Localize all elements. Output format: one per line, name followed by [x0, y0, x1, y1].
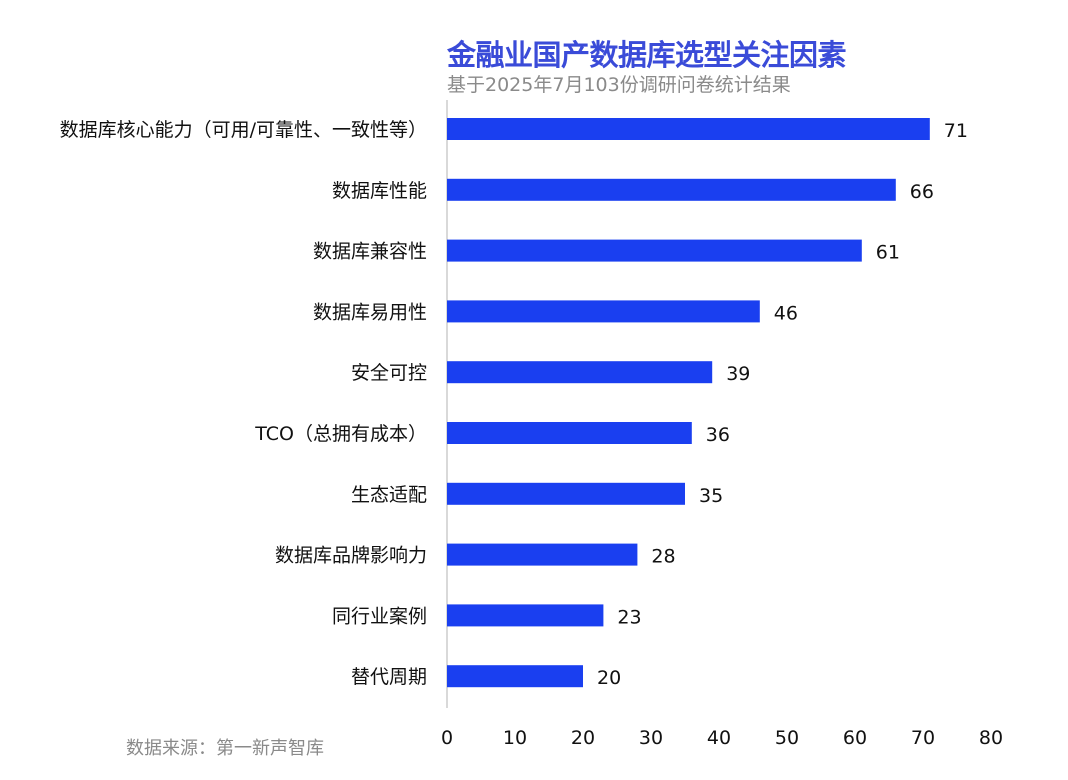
bar: [447, 178, 896, 201]
data-label: 46: [774, 302, 798, 324]
chart-title: 金融业国产数据库选型关注因素: [447, 38, 847, 72]
bar: [447, 422, 692, 444]
category-label: 安全可控: [351, 362, 427, 384]
category-label: 数据库品牌影响力: [275, 545, 427, 567]
bar: [447, 239, 862, 262]
x-tick-label: 60: [843, 727, 867, 749]
data-label: 36: [706, 424, 730, 446]
bar: [447, 665, 583, 688]
bar: [447, 543, 638, 566]
x-tick-label: 80: [979, 727, 1003, 749]
data-label: 66: [910, 181, 934, 203]
bar: [447, 361, 713, 384]
category-label: 数据库核心能力（可用/可靠性、一致性等）: [60, 119, 427, 141]
bar: [447, 118, 930, 140]
x-tick-label: 20: [571, 727, 595, 749]
category-label: 替代周期: [351, 666, 427, 688]
chart-subtitle: 基于2025年7月103份调研问卷统计结果: [447, 74, 791, 96]
x-tick-label: 0: [441, 727, 453, 749]
category-label: 数据库性能: [332, 180, 427, 202]
category-label: 数据库易用性: [313, 301, 427, 323]
category-label: 生态适配: [351, 484, 427, 506]
data-label: 23: [617, 606, 641, 628]
category-label: 数据库兼容性: [313, 241, 427, 263]
x-tick-label: 70: [911, 727, 935, 749]
x-tick-label: 10: [503, 727, 527, 749]
data-label: 61: [876, 242, 900, 264]
bar: [447, 300, 760, 323]
x-tick-label: 50: [775, 727, 799, 749]
category-label: 同行业案例: [332, 605, 427, 627]
data-label: 28: [651, 546, 675, 568]
data-label: 35: [699, 485, 723, 507]
data-label: 20: [597, 667, 621, 689]
data-label: 39: [726, 363, 750, 385]
data-label: 71: [944, 120, 968, 142]
bar: [447, 482, 685, 505]
bar: [447, 604, 604, 627]
x-tick-label: 30: [639, 727, 663, 749]
category-label: TCO（总拥有成本）: [254, 423, 427, 445]
x-tick-label: 40: [707, 727, 731, 749]
source-note: 数据来源：第一新声智库: [126, 738, 324, 759]
